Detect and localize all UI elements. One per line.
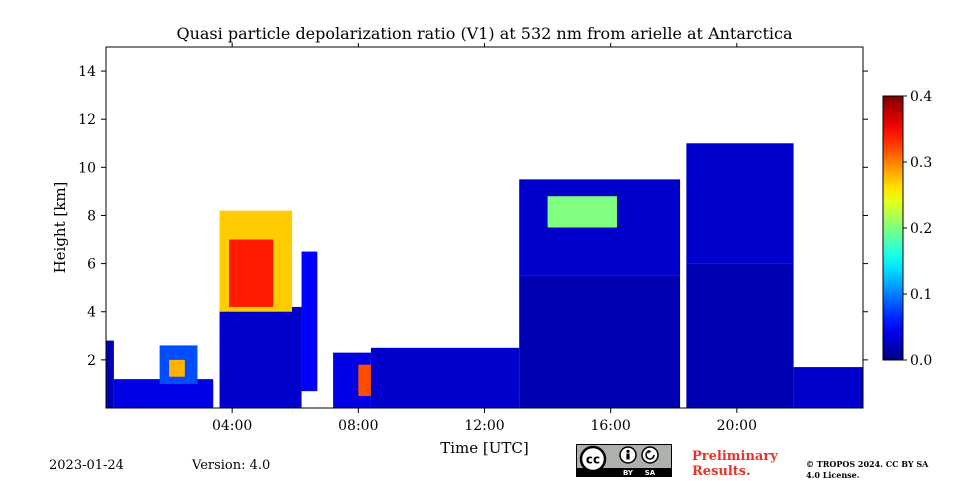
y-tick-label: 8 [87, 208, 96, 224]
colorbar-tick-label: 0.2 [910, 221, 932, 237]
share-alike-icon [641, 446, 659, 464]
colorbar-tick-label: 0.1 [910, 287, 932, 303]
heatmap-layer [106, 143, 863, 408]
preliminary-results-note: Preliminary Results. [692, 449, 778, 479]
heatmap-cell-0 [106, 340, 114, 408]
heatmap-cell-14 [686, 263, 794, 408]
copyright-note: © TROPOS 2024. CC BY SA 4.0 License. [806, 459, 929, 480]
y-axis-label: Height [km] [51, 182, 69, 274]
heatmap-cell-6 [229, 239, 274, 307]
y-tick-label: 14 [78, 64, 96, 80]
heatmap-cell-9 [358, 364, 371, 396]
colorbar-tick-label: 0.4 [910, 89, 932, 105]
y-tick-label: 6 [87, 257, 96, 273]
heatmap-cell-15 [686, 143, 794, 264]
heatmap-cell-3 [169, 359, 185, 377]
badge-strip [577, 468, 671, 476]
badge-sa-text: SA [645, 469, 656, 477]
axes-layer: 04:00 08:00 12:00 16:00 20:00 2 4 6 8 10 12 14 [78, 43, 868, 434]
x-tick-label: 20:00 [717, 418, 757, 434]
colorbar-tick-label: 0.0 [910, 353, 932, 369]
x-tick-label: 16:00 [590, 418, 630, 434]
colorbar-tick-label: 0.3 [910, 155, 932, 171]
heatmap-cell-11 [519, 275, 681, 408]
heatmap-cell-10 [370, 347, 520, 408]
y-tick-label: 10 [78, 160, 96, 176]
chart-title: Quasi particle depolarization ratio (V1)… [176, 24, 793, 43]
y-tick-label: 4 [87, 305, 96, 321]
x-tick-label: 04:00 [212, 418, 252, 434]
colorbar-gradient [882, 95, 904, 361]
cc-icon [579, 445, 607, 473]
heatmap-cell-13 [547, 196, 617, 228]
version-label: Version: 4.0 [192, 458, 271, 473]
colorbar: 0.0 0.1 0.2 0.3 0.4 [882, 89, 932, 369]
heatmap-cell-4 [219, 306, 302, 408]
x-tick-label: 08:00 [338, 418, 378, 434]
heatmap-cell-7 [301, 251, 318, 392]
y-tick-label: 12 [78, 112, 96, 128]
x-axis-label: Time [UTC] [440, 439, 529, 457]
badge-by-text: BY [623, 469, 634, 477]
measurement-date: 2023-01-24 [49, 458, 124, 473]
cc-license-badge: cc BY SA [576, 444, 672, 477]
heatmap-cell-16 [793, 367, 863, 408]
x-tick-label: 12:00 [464, 418, 504, 434]
y-tick-label: 2 [87, 353, 96, 369]
cc-icon-text: cc [586, 453, 600, 467]
